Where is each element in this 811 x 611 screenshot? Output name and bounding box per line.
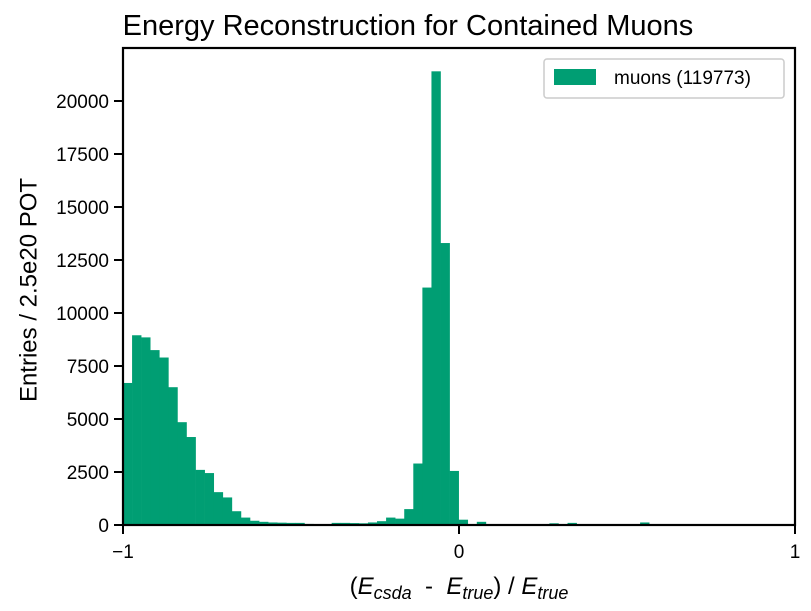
legend-swatch	[554, 69, 596, 85]
y-tick-label: 5000	[67, 410, 109, 431]
y-tick-label: 15000	[56, 198, 109, 219]
histogram-bar	[404, 509, 414, 525]
chart-title: Energy Reconstruction for Contained Muon…	[123, 10, 694, 42]
histogram-bar	[213, 492, 224, 525]
histogram-bar	[177, 422, 187, 525]
y-tick-label: 10000	[56, 304, 109, 325]
histogram-bar	[222, 497, 233, 525]
histogram-bar	[395, 518, 405, 525]
legend-label: muons (119773)	[614, 68, 751, 89]
y-tick-label: 20000	[56, 92, 109, 113]
histogram-bar	[431, 71, 441, 525]
histogram-bar	[377, 521, 387, 525]
histogram-bar	[268, 522, 278, 525]
x-axis: −1 0 1	[112, 525, 800, 563]
histogram-bar	[231, 511, 242, 525]
x-tick-label: 1	[790, 542, 801, 563]
histogram-bar	[141, 337, 151, 525]
histogram-bar	[449, 470, 459, 525]
histogram-bars	[123, 71, 795, 526]
histogram-bar	[259, 521, 269, 525]
y-tick-label: 7500	[67, 357, 109, 378]
histogram-bar	[413, 463, 423, 525]
histogram-bar	[186, 437, 196, 525]
histogram-bar	[150, 350, 160, 525]
histogram-bar	[367, 522, 378, 525]
histogram-bar	[476, 521, 487, 525]
histogram-bar	[240, 517, 251, 525]
y-tick-label: 2500	[67, 463, 109, 484]
histogram-bar	[422, 287, 432, 525]
y-tick-label: 17500	[56, 145, 109, 166]
histogram-bar	[195, 469, 205, 525]
legend: muons (119773)	[543, 58, 785, 99]
histogram-bar	[277, 522, 287, 525]
histogram-bar	[640, 522, 650, 525]
histogram-bar	[386, 517, 396, 525]
histogram-bar	[458, 519, 469, 525]
histogram-bar	[250, 520, 260, 525]
x-tick-label: −1	[112, 542, 134, 563]
histogram-bar	[132, 335, 142, 525]
legend-box	[543, 58, 785, 99]
x-tick-label: 0	[454, 542, 465, 563]
plot-frame	[121, 46, 797, 527]
histogram-bar	[159, 357, 169, 525]
y-axis-label: Entries / 2.5e20 POT	[15, 178, 42, 402]
y-tick-label: 12500	[56, 251, 109, 272]
histogram-bar	[123, 382, 133, 525]
histogram-bar	[168, 387, 178, 525]
y-tick-label: 0	[98, 516, 109, 537]
y-axis: 0 2500 5000 7500 10000 12500 15000 17500 20000	[56, 92, 123, 537]
histogram-bar	[440, 243, 450, 526]
histogram-bar	[204, 473, 215, 525]
x-axis-label: (Ecsda - Etrue) / Etrue	[350, 573, 569, 603]
